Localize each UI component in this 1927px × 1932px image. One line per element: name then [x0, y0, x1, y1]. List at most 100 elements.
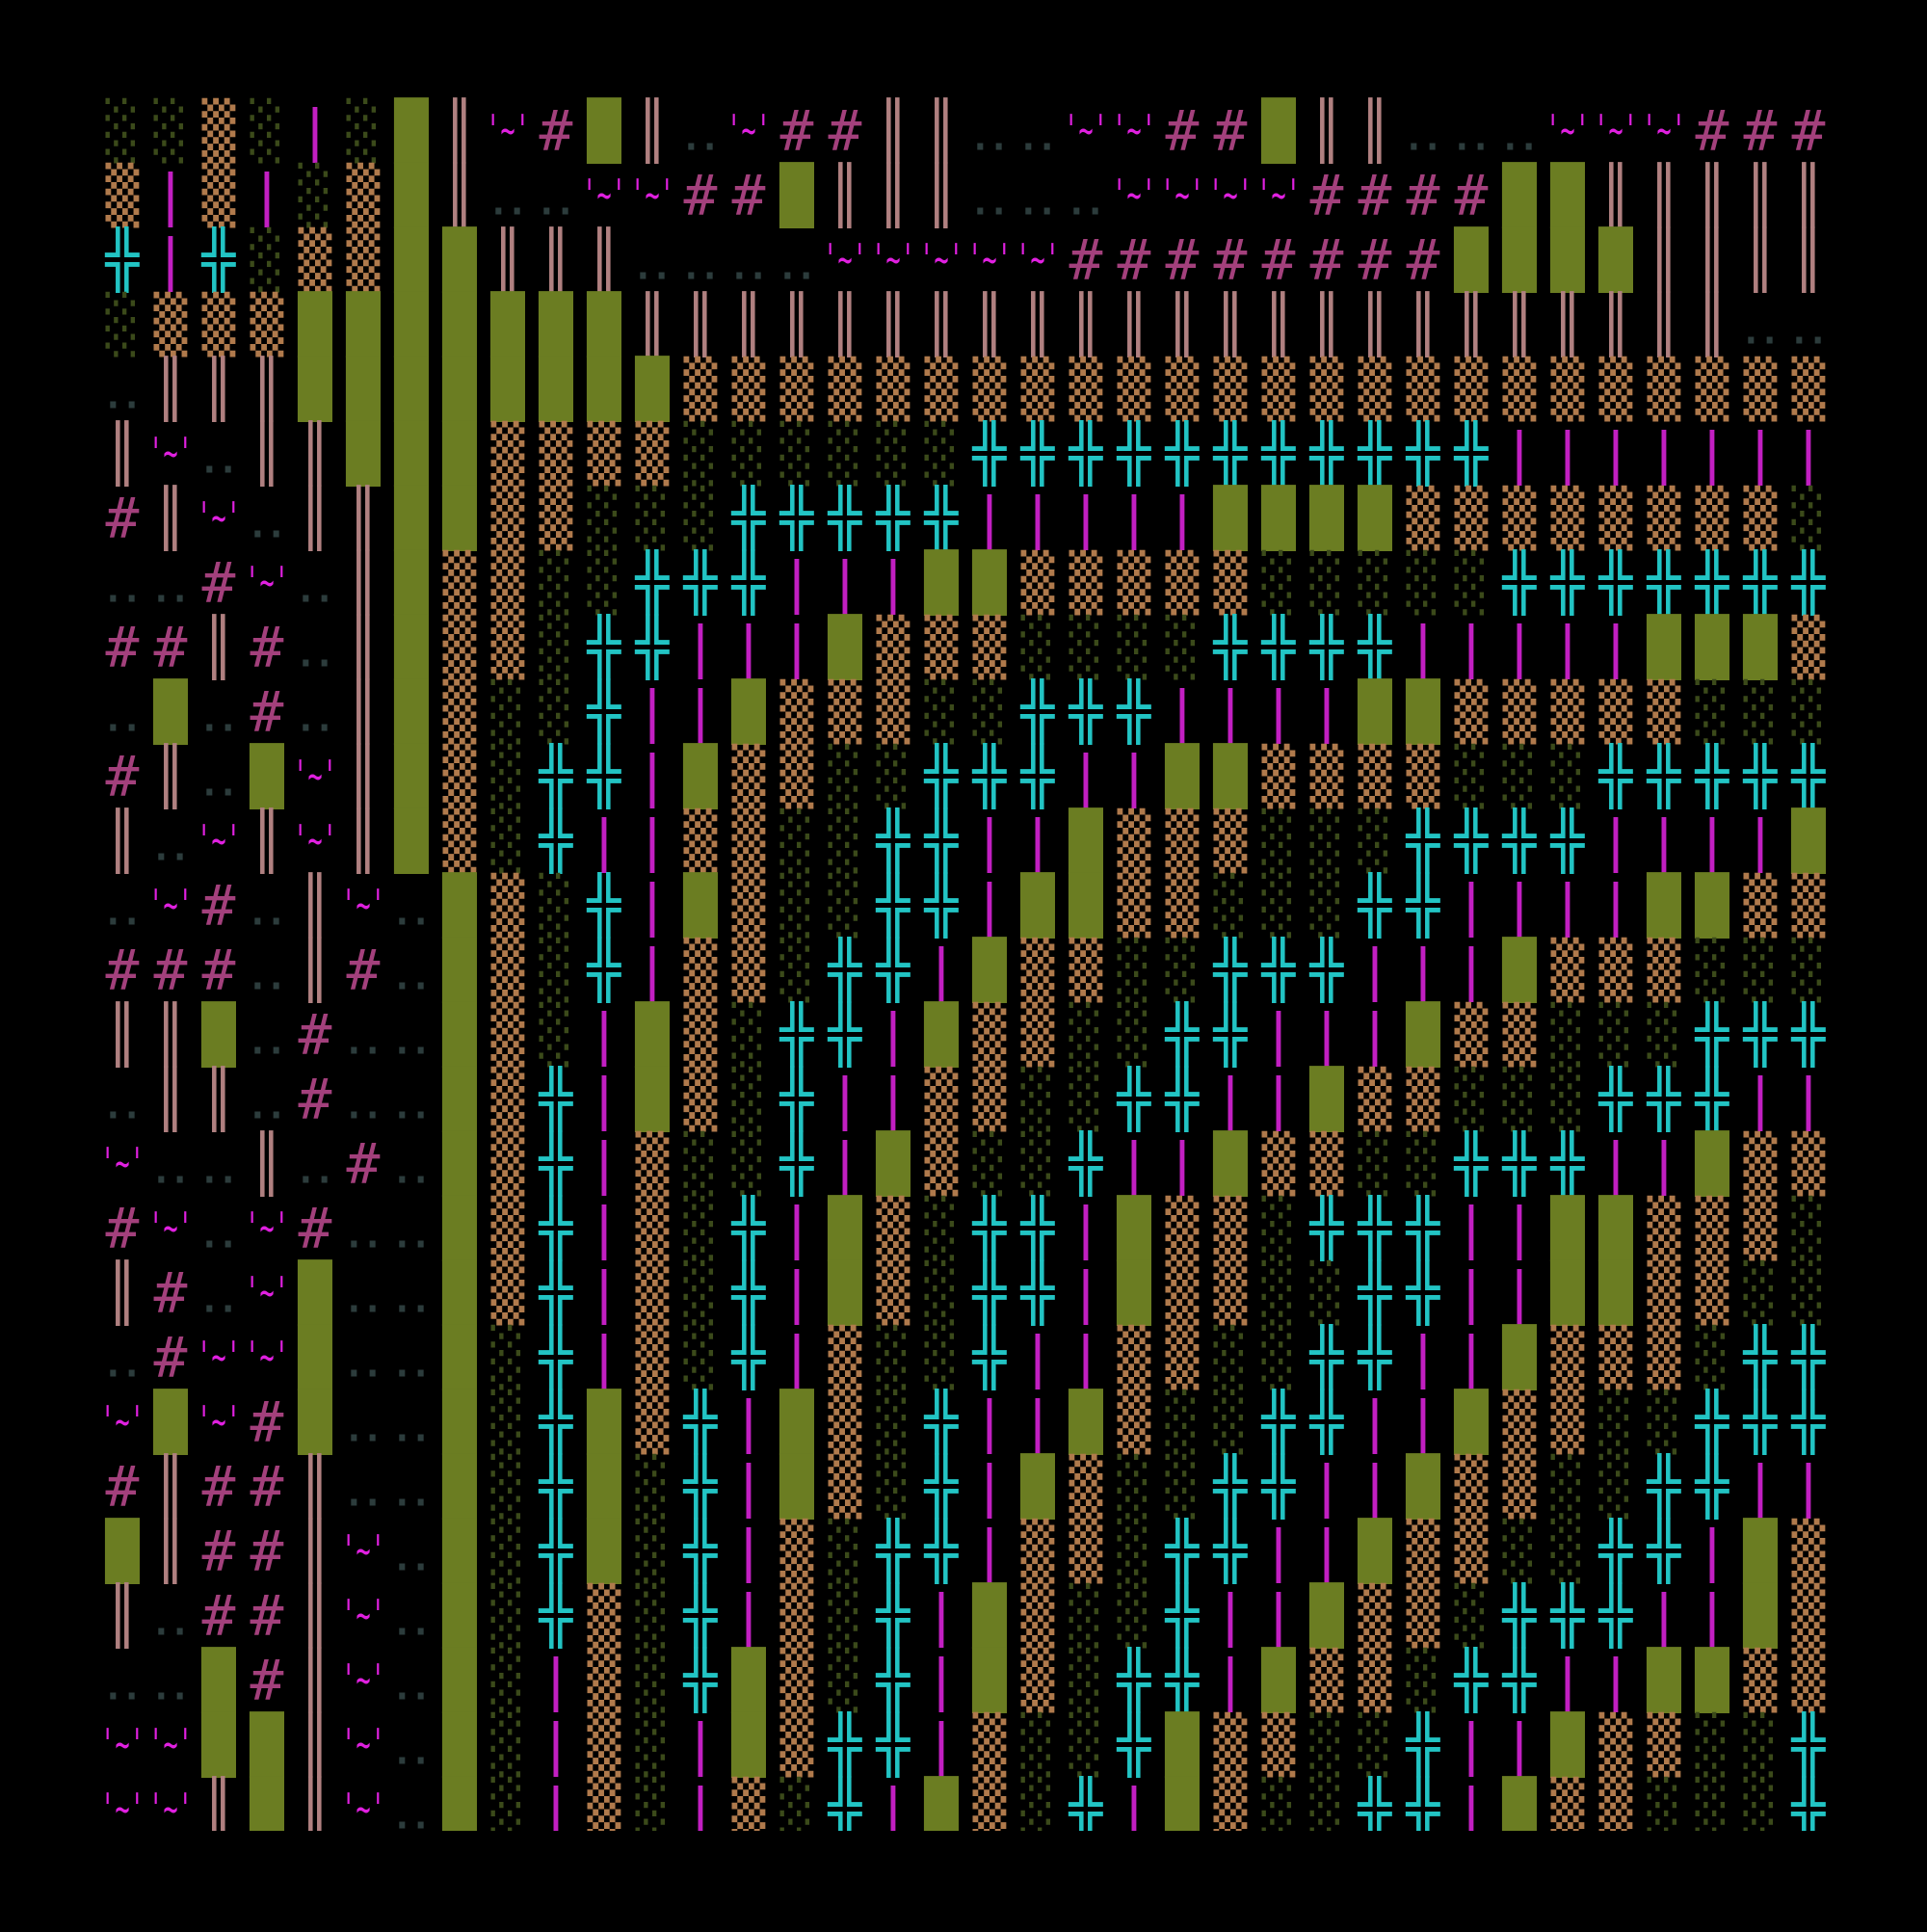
tile: ╬ [1406, 872, 1441, 940]
tile: ‥ [249, 938, 286, 1003]
tile: █ [153, 678, 189, 746]
tile: ╬ [1117, 1647, 1152, 1714]
tile: ░ [1407, 1648, 1440, 1713]
tile: █ [442, 1776, 478, 1843]
tile: '~' [245, 1204, 289, 1253]
tile: ░ [780, 938, 814, 1003]
tile: | [154, 227, 188, 293]
tile: | [1455, 938, 1489, 1003]
tile: ║ [154, 1001, 188, 1069]
tile: ▒ [829, 1389, 862, 1455]
tile: | [588, 808, 621, 874]
tile: ║ [829, 162, 862, 229]
tile: | [973, 808, 1007, 874]
tile: ║ [491, 226, 525, 294]
tile: █ [1406, 678, 1441, 746]
tile: ▒ [443, 744, 477, 809]
tile: ╬ [683, 1518, 719, 1585]
tile: ░ [1744, 1777, 1778, 1842]
tile: ‥ [393, 1325, 431, 1390]
tile: | [877, 550, 911, 616]
tile: ║ [829, 291, 862, 358]
tile: ║ [588, 226, 621, 294]
tile: █ [876, 1130, 911, 1198]
tile: ╬ [1069, 1130, 1104, 1198]
tile: ‥ [200, 744, 238, 809]
tile: ║ [1359, 97, 1392, 165]
tile: ▒ [925, 1067, 959, 1132]
tile: ░ [1166, 615, 1200, 680]
tile: | [1407, 1389, 1440, 1455]
tile: ║ [973, 291, 1007, 358]
tile: █ [1502, 1776, 1538, 1843]
tile: ‥ [345, 1389, 383, 1455]
tile: ▒ [491, 938, 525, 1003]
tile: ▒ [1166, 1325, 1200, 1390]
tile: ░ [973, 679, 1007, 745]
tile: █ [1165, 1776, 1201, 1843]
tile: ╬ [683, 549, 719, 617]
tile: ╬ [105, 226, 141, 294]
tile: ░ [540, 550, 573, 616]
tile: # [202, 1454, 236, 1520]
tile: ‥ [200, 421, 238, 487]
tile: | [1021, 808, 1055, 874]
tile: █ [1261, 485, 1297, 552]
tile: | [251, 163, 284, 228]
tile: ░ [1792, 1196, 1826, 1261]
tile: ▒ [443, 550, 477, 616]
tile: █ [298, 356, 333, 423]
tile: ╬ [1069, 420, 1104, 488]
tile: ║ [299, 937, 332, 1004]
tile: ▒ [780, 1519, 814, 1584]
tile: | [1648, 808, 1681, 874]
tile: ▒ [1503, 486, 1537, 551]
tile: # [1069, 227, 1103, 293]
tile: █ [1309, 1582, 1345, 1650]
tile: █ [346, 291, 382, 358]
tile: ▒ [684, 938, 718, 1003]
tile: █ [972, 1582, 1008, 1650]
tile: ╬ [539, 1389, 574, 1456]
tile: ▒ [1599, 938, 1633, 1003]
tile: | [973, 1389, 1007, 1455]
tile: | [732, 615, 766, 680]
tile: ╬ [1647, 1453, 1682, 1521]
tile: ║ [299, 1582, 332, 1650]
tile: ▒ [973, 1067, 1007, 1132]
tile: | [1069, 1325, 1103, 1390]
tile: ▒ [636, 1325, 670, 1390]
tile: | [925, 1648, 959, 1713]
tile: ╬ [1743, 1324, 1779, 1391]
tile: ║ [202, 614, 236, 681]
tile: █ [683, 872, 719, 940]
tile: ‥ [297, 1131, 334, 1197]
tile: ▒ [202, 292, 236, 357]
tile: ░ [829, 421, 862, 487]
tile: ╬ [1743, 1389, 1779, 1456]
tile: ‥ [297, 550, 334, 616]
tile: ░ [1118, 1519, 1151, 1584]
tile: # [106, 744, 140, 809]
tile: ╬ [924, 872, 960, 940]
tile: ‥ [345, 1196, 383, 1261]
tile: | [1648, 421, 1681, 487]
tile: ░ [491, 1389, 525, 1455]
tile: ╬ [924, 1453, 960, 1521]
tile: ╬ [1550, 1130, 1586, 1198]
tile: ║ [925, 162, 959, 229]
tile: █ [394, 162, 430, 229]
tile: ╬ [1213, 420, 1249, 488]
tile: █ [731, 678, 767, 746]
tile: █ [1309, 485, 1345, 552]
tile: ║ [1166, 291, 1200, 358]
tile: █ [1454, 1389, 1490, 1456]
tile: ╬ [1358, 614, 1393, 681]
tile: ‥ [489, 163, 527, 228]
tile: ▒ [443, 679, 477, 745]
tile: ░ [780, 873, 814, 939]
tile: ▒ [588, 421, 621, 487]
tile: # [154, 938, 188, 1003]
tile: | [780, 615, 814, 680]
tile: ╬ [1261, 1453, 1297, 1521]
